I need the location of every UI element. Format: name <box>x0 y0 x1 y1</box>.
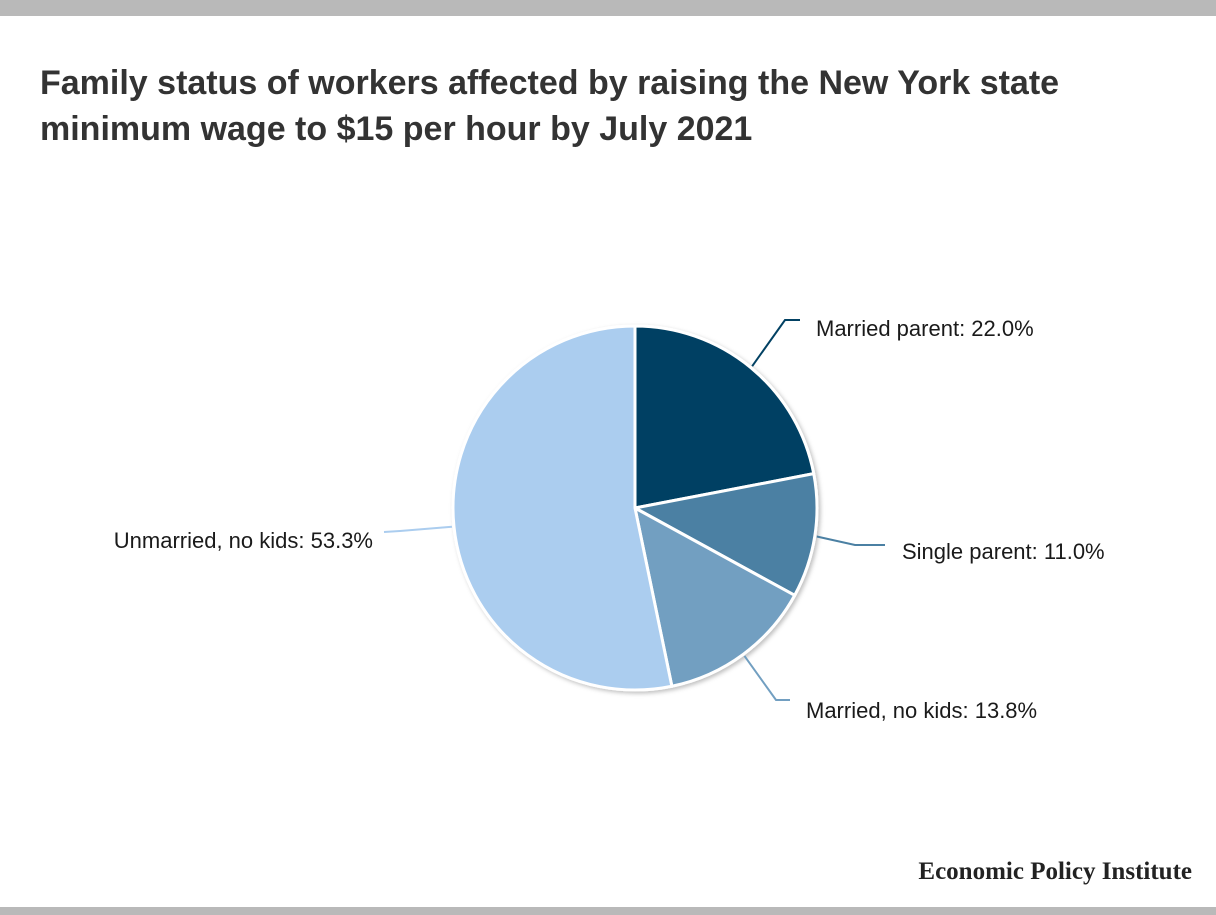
top-border-bar <box>0 0 1216 16</box>
data-label-single-parent: Single parent: 11.0% <box>902 539 1105 564</box>
pie-slice-single-parent <box>633 472 819 597</box>
chart-title: Family status of workers affected by rai… <box>40 64 1060 148</box>
leader-line-married-no-kids <box>743 655 790 701</box>
pie-slices <box>451 324 819 692</box>
leader-line-single-parent <box>816 535 885 546</box>
data-label-unmarried-no-kids: Unmarried, no kids: 53.3% <box>114 528 373 553</box>
data-label-married-no-kids: Married, no kids: 13.8% <box>806 698 1037 723</box>
data-label-married-parent: Married parent: 22.0% <box>816 316 1034 341</box>
pie-labels: Married parent: 22.0% Single parent: 11.0… <box>114 316 1105 723</box>
pie-leader-lines <box>383 319 885 701</box>
leader-line-married-parent <box>751 319 800 367</box>
leader-line-unmarried-no-kids <box>383 525 453 533</box>
pie-slice-unmarried-no-kids <box>451 324 674 692</box>
pie-slice-married-no-kids <box>633 506 797 688</box>
pie-slice-married-parent <box>633 324 816 510</box>
bottom-border-bar <box>0 907 1216 915</box>
source-credit: Economic Policy Institute <box>918 858 1192 885</box>
